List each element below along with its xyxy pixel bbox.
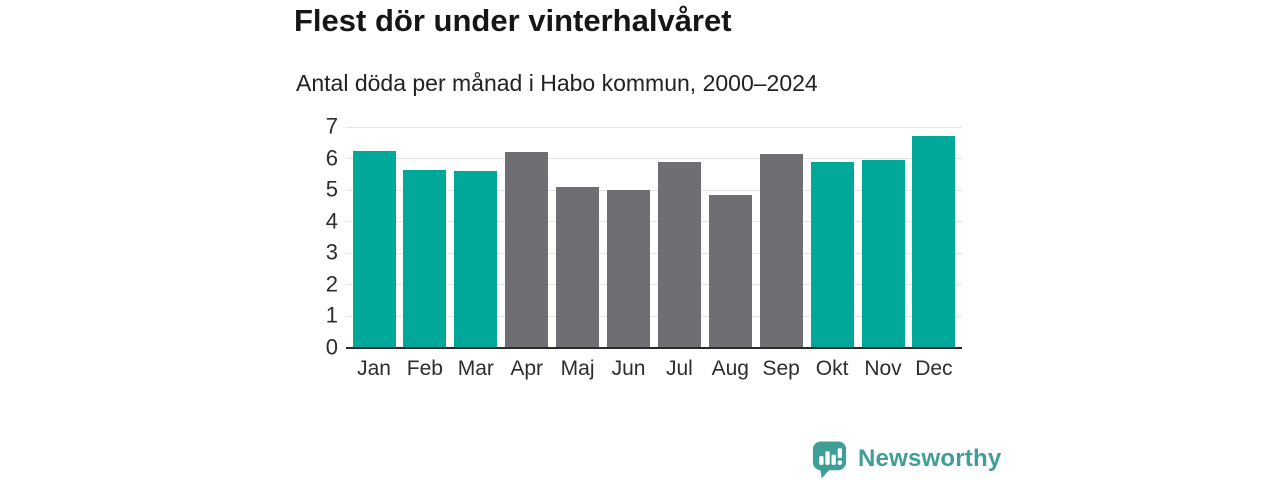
bar-jun [607,190,650,348]
x-axis-tick-label: Dec [915,357,953,380]
x-axis-tick-label: Jul [665,357,693,380]
bar-chart-speech-bubble-icon [812,441,847,479]
bar-jul [657,161,701,348]
bar-apr [505,152,549,348]
bar-sep [759,153,803,348]
y-axis-tick-label: 3 [325,239,338,265]
x-axis-tick-label: Jan [357,357,391,380]
x-axis-tick-label: Sep [762,357,800,380]
y-axis-tick-label: 4 [325,208,338,234]
y-axis-tick-label: 7 [325,113,338,139]
bar-nov [861,160,905,348]
chart-subtitle: Antal döda per månad i Habo kommun, 2000… [296,70,818,96]
y-axis-tick-label: 2 [325,271,338,297]
x-axis-line [346,347,962,349]
bar-jan [352,150,396,348]
x-axis-tick-label: Apr [510,357,544,380]
y-axis-tick-label: 6 [325,145,338,171]
y-axis-tick-label: 5 [325,176,338,202]
bar-aug [708,194,752,348]
bar-feb [403,169,447,348]
x-axis-tick-label: Jun [611,357,646,380]
x-axis-tick-label: Maj [560,357,595,380]
gridline [346,315,962,317]
x-axis-tick-label: Okt [815,357,849,380]
bar-okt [810,161,854,348]
gridline [346,284,962,286]
gridline [346,158,962,160]
x-axis-tick-label: Feb [406,357,443,380]
gridline [346,252,962,254]
bar-maj [556,186,600,348]
newsworthy-logo-text: Newsworthy [858,445,1002,472]
gridline [346,189,962,191]
x-axis-tick-label: Aug [711,357,749,380]
bar-dec [912,136,956,348]
x-axis-tick-label: Nov [864,357,902,380]
y-axis-tick-label: 0 [325,334,338,360]
gridline [346,221,962,223]
gridline [346,126,962,128]
newsworthy-logo: Newsworthy [810,439,1001,479]
y-axis-tick-label: 1 [325,302,338,328]
chart-title: Flest dör under vinterhalvåret [294,3,732,38]
x-axis-tick-label: Mar [457,357,494,380]
bar-mar [454,171,498,348]
